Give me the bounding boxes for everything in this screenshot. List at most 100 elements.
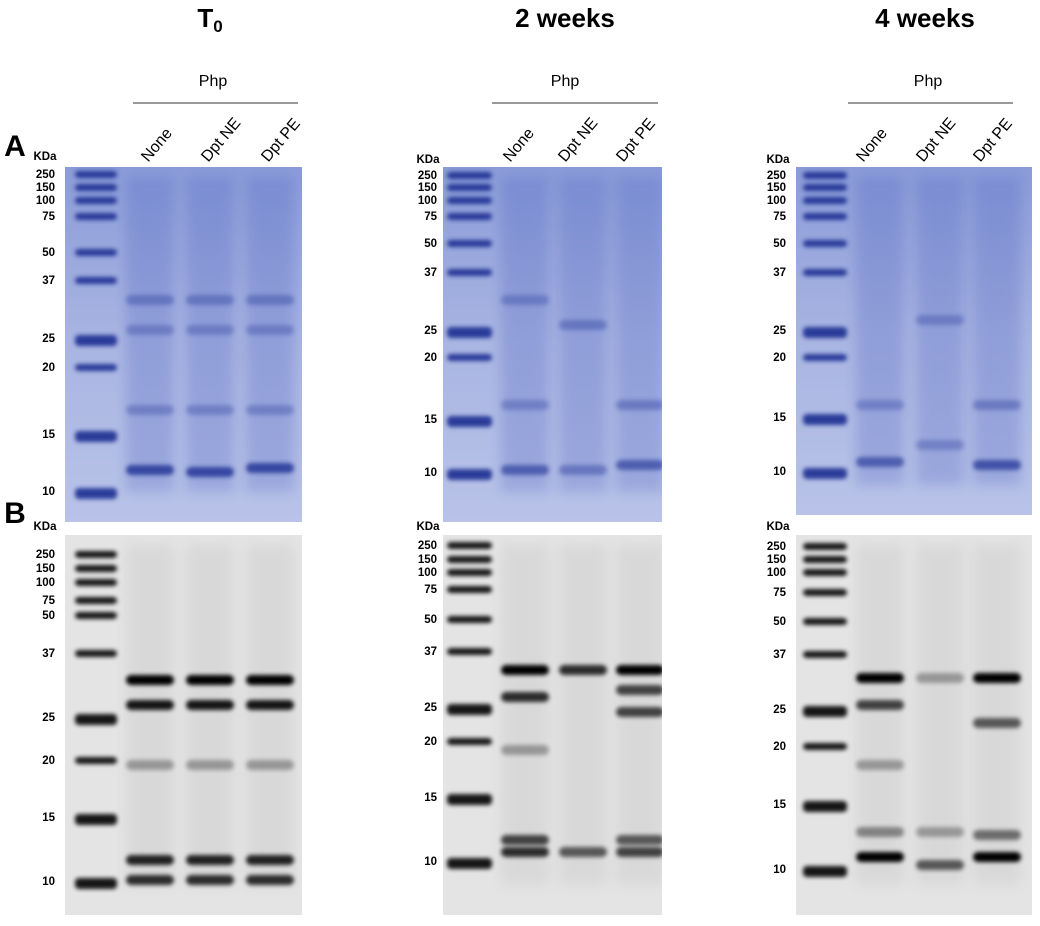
lane-label: Dpt NE bbox=[198, 115, 244, 165]
marker-label: 150 bbox=[418, 554, 437, 566]
ladder-band bbox=[447, 269, 492, 276]
ladder-band bbox=[447, 586, 492, 593]
ladder-band bbox=[75, 565, 117, 572]
lane-band bbox=[246, 875, 294, 885]
lane-band bbox=[916, 827, 964, 837]
ladder-band bbox=[803, 543, 847, 550]
ladder-band bbox=[75, 650, 117, 657]
ladder-band bbox=[75, 335, 117, 346]
lane-band bbox=[186, 855, 234, 865]
ladder-band bbox=[447, 172, 492, 179]
ladder-band bbox=[803, 743, 847, 750]
lane-label: None bbox=[138, 125, 176, 165]
marker-label: 20 bbox=[42, 755, 55, 767]
marker-label: 25 bbox=[773, 704, 786, 716]
title-text: 4 weeks bbox=[875, 3, 975, 33]
marker-label: 150 bbox=[767, 554, 786, 566]
marker-label: 10 bbox=[42, 876, 55, 888]
marker-label: 20 bbox=[424, 736, 437, 748]
ladder-band bbox=[75, 612, 117, 619]
marker-label: 25 bbox=[424, 325, 437, 337]
lane-band bbox=[501, 745, 549, 755]
marker-label: 25 bbox=[42, 712, 55, 724]
lane-band bbox=[246, 760, 294, 770]
lane-band bbox=[616, 847, 662, 857]
marker-label: 50 bbox=[42, 247, 55, 259]
marker-label: 20 bbox=[42, 362, 55, 374]
ladder-band bbox=[803, 468, 847, 479]
group-label: Php bbox=[551, 73, 580, 90]
lane-band bbox=[559, 320, 607, 330]
lane-band bbox=[186, 325, 234, 335]
ladder-band bbox=[803, 184, 847, 191]
lane-band bbox=[186, 760, 234, 770]
marker-label: 50 bbox=[424, 238, 437, 250]
lane-band bbox=[973, 460, 1021, 470]
lane-smear bbox=[126, 545, 174, 885]
marker-label: 100 bbox=[418, 567, 437, 579]
lane-band bbox=[186, 875, 234, 885]
lane-band bbox=[501, 400, 549, 410]
marker-label: 15 bbox=[42, 429, 55, 441]
marker-label: 15 bbox=[773, 412, 786, 424]
ladder-band bbox=[447, 240, 492, 247]
lane-smear bbox=[856, 177, 904, 485]
lane-band bbox=[126, 855, 174, 865]
lane-band bbox=[559, 847, 607, 857]
row-label: A bbox=[4, 130, 26, 163]
marker-label: 50 bbox=[773, 238, 786, 250]
lane-label: Dpt PE bbox=[258, 116, 304, 166]
marker-label: 15 bbox=[424, 792, 437, 804]
title-text: T bbox=[197, 3, 213, 33]
title-subscript: 0 bbox=[213, 17, 222, 36]
ladder-band bbox=[75, 488, 117, 499]
ladder-band bbox=[75, 597, 117, 604]
lane-band bbox=[559, 665, 607, 675]
marker-label: 100 bbox=[36, 195, 55, 207]
ladder-band bbox=[447, 213, 492, 220]
marker-label: 10 bbox=[773, 466, 786, 478]
lane-band bbox=[856, 852, 904, 862]
marker-label: 10 bbox=[424, 467, 437, 479]
lane-smear bbox=[186, 545, 234, 885]
ladder-band bbox=[803, 240, 847, 247]
lane-band bbox=[186, 700, 234, 710]
ladder-band bbox=[447, 197, 492, 204]
ladder-band bbox=[803, 706, 847, 717]
ladder-band bbox=[75, 364, 117, 371]
marker-label: 50 bbox=[424, 614, 437, 626]
ladder-band bbox=[803, 172, 847, 179]
ladder-band bbox=[75, 197, 117, 204]
lane-band bbox=[186, 295, 234, 305]
lane-smear bbox=[973, 545, 1021, 885]
ladder-band bbox=[803, 327, 847, 338]
marker-label: 20 bbox=[773, 352, 786, 364]
group-label: Php bbox=[914, 73, 943, 90]
ladder-band bbox=[803, 569, 847, 576]
ladder-band bbox=[447, 704, 492, 715]
marker-label: 250 bbox=[418, 170, 437, 182]
marker-label: 10 bbox=[773, 864, 786, 876]
ladder-band bbox=[803, 354, 847, 361]
ladder-band bbox=[447, 469, 492, 480]
marker-label: 150 bbox=[36, 563, 55, 575]
marker-label: 250 bbox=[36, 169, 55, 181]
lane-band bbox=[501, 465, 549, 475]
ladder-band bbox=[803, 618, 847, 625]
ladder-band bbox=[75, 757, 117, 764]
blot-image bbox=[65, 535, 302, 915]
marker-label: 100 bbox=[767, 567, 786, 579]
ladder-band bbox=[447, 556, 492, 563]
lane-band bbox=[126, 875, 174, 885]
marker-label: 75 bbox=[424, 584, 437, 596]
ladder-band bbox=[447, 648, 492, 655]
ladder-band bbox=[447, 184, 492, 191]
ladder-band bbox=[75, 431, 117, 442]
marker-label: 37 bbox=[773, 267, 786, 279]
ladder-band bbox=[447, 327, 492, 338]
blot-image bbox=[443, 535, 662, 915]
ladder-band bbox=[75, 213, 117, 220]
ladder-band bbox=[75, 171, 117, 178]
lane-label: Dpt NE bbox=[913, 115, 959, 165]
